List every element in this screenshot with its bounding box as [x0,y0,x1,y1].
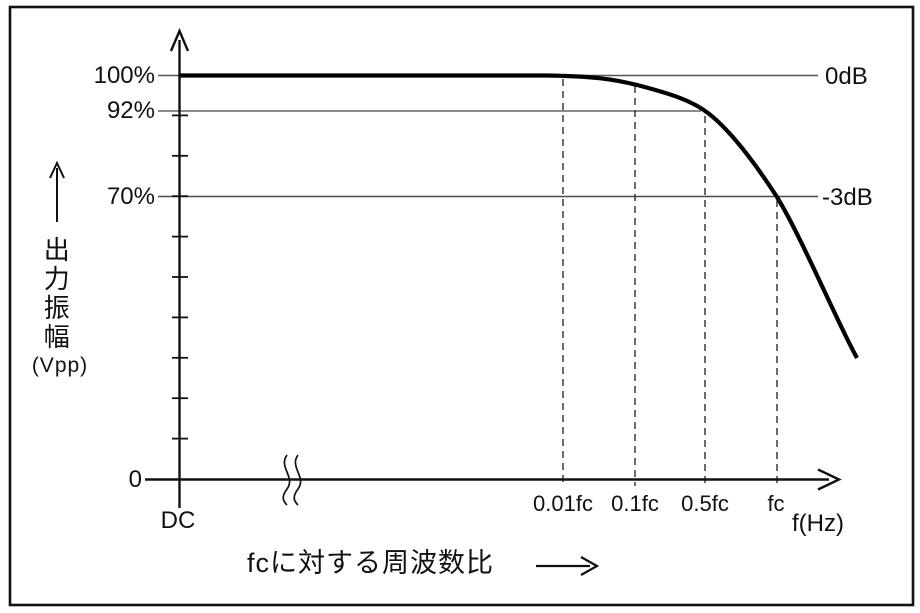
right-arrow-icon [536,556,600,576]
y-axis-ticks [172,114,188,440]
x-tick-dc: DC [160,507,196,534]
y-ref-label-70pct: 70% [106,183,155,210]
x-axis-caption: fcに対する周波数比 [247,548,495,578]
y-ref-label-0db: 0dB [825,63,868,90]
y-axis-arrowhead-icon [169,27,190,52]
x-axis-arrowhead-icon [817,468,842,491]
up-arrow-icon [49,160,65,222]
dashed-guides [562,79,778,486]
x-tick-0.1fc: 0.1fc [611,491,659,516]
origin-zero-label: 0 [128,466,142,493]
response-curve [179,73,859,360]
y-ref-label-100pct: 100% [93,62,155,89]
x-axis-unit-label: f(Hz) [792,510,844,537]
y-axis-unit-label: (Vpp) [31,354,89,377]
y-ref-label-minus3db: -3dB [822,184,873,211]
x-axis-break-icon [282,454,302,506]
x-tick-0.01fc: 0.01fc [533,491,593,516]
y-ref-label-92pct: 92% [106,97,155,124]
x-tick-fc: fc [767,491,785,516]
figure-border [8,5,915,607]
y-axis-title: 出力振幅 [40,236,71,352]
x-tick-0.5fc: 0.5fc [681,491,729,516]
